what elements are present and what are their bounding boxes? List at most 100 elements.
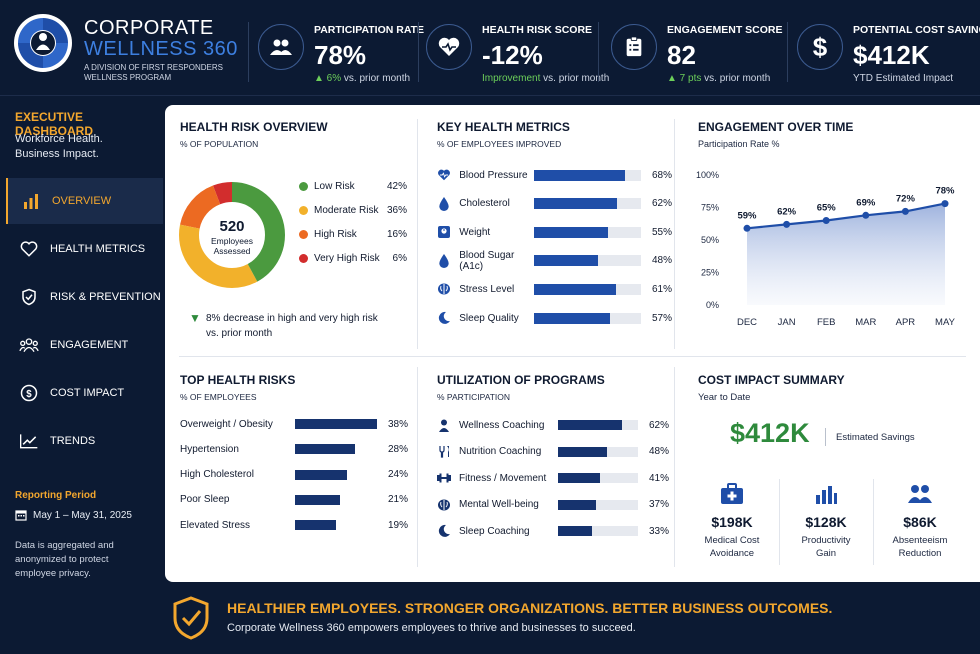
- group-icon: [908, 485, 932, 503]
- health-risk-overview-title: HEALTH RISK OVERVIEW: [180, 120, 328, 134]
- risk-row: High Cholesterol 24%: [180, 468, 408, 482]
- data-point: [862, 211, 870, 219]
- footer-headline: HEALTHIER EMPLOYEES. STRONGER ORGANIZATI…: [227, 600, 833, 616]
- divider: [779, 479, 780, 565]
- program-bar: [558, 420, 622, 430]
- cost-value: $198K: [711, 514, 753, 530]
- metric-bar: [534, 312, 611, 324]
- program-label: Mental Well-being: [459, 499, 539, 510]
- data-point: [743, 224, 751, 232]
- sidebar-item-risk-prevention[interactable]: RISK & PREVENTION: [6, 274, 163, 320]
- cost-label-line: Reduction: [898, 548, 942, 559]
- sidebar-tagline: Workforce Health. Business Impact.: [15, 132, 103, 162]
- sidebar-item-engagement[interactable]: ENGAGEMENT: [6, 322, 163, 368]
- metric-value: 62%: [652, 198, 673, 210]
- risk-value: 21%: [387, 494, 408, 506]
- legend-swatch: [299, 182, 308, 191]
- metric-bar-track: [534, 169, 641, 181]
- metric-bar-track: [534, 312, 641, 324]
- data-label: 72%: [896, 193, 916, 204]
- risk-donut-chart: 520 Employees Assessed: [179, 182, 285, 288]
- risk-bar-track: [295, 419, 377, 429]
- risk-bar: [295, 469, 347, 480]
- metric-label: Sleep Quality: [459, 312, 519, 324]
- risk-bar: [295, 444, 356, 455]
- kpi-delta-value: ▲ 7 pts: [667, 73, 702, 84]
- legend-item: Very High Risk 6%: [299, 253, 407, 264]
- program-value: 33%: [649, 525, 670, 537]
- risk-decrease-note: ▼ 8% decrease in high and very high risk…: [189, 311, 378, 341]
- metric-label: Stress Level: [459, 283, 515, 295]
- kpi-value: 82: [667, 40, 696, 70]
- program-label: Wellness Coaching: [459, 419, 545, 431]
- divider: [598, 22, 599, 82]
- bar-chart-icon: [20, 190, 42, 212]
- kpi-title: HEALTH RISK SCORE: [482, 24, 593, 36]
- risk-value: 38%: [387, 418, 408, 430]
- kpi-value: -12%: [482, 40, 543, 70]
- divider: [418, 22, 419, 82]
- divider: [417, 119, 418, 349]
- cost-label-line: Absenteeism: [892, 535, 948, 546]
- total-savings-value: $412K: [730, 418, 810, 448]
- kpi-delta: YTD Estimated Impact: [853, 73, 953, 84]
- cost-summary-subtitle: Year to Date: [698, 392, 751, 403]
- risk-bar: [295, 520, 336, 531]
- data-label: 62%: [777, 206, 797, 217]
- person-icon: [437, 418, 451, 432]
- divider: [248, 22, 249, 82]
- sidebar-item-label: TRENDS: [50, 435, 96, 447]
- program-bar: [558, 446, 608, 457]
- cost-label-line: Medical Cost: [704, 535, 760, 546]
- metric-row: Stress Level 61%: [437, 281, 672, 297]
- program-bar: [558, 526, 592, 536]
- heart-icon: [437, 167, 451, 183]
- risk-label: High Cholesterol: [180, 469, 254, 481]
- sidebar-item-health-metrics[interactable]: HEALTH METRICS: [6, 226, 163, 272]
- kpi-delta: Improvement vs. prior month: [482, 73, 609, 84]
- sidebar-item-cost-impact[interactable]: $ COST IMPACT: [6, 370, 163, 416]
- cost-summary-title: COST IMPACT SUMMARY: [698, 373, 845, 387]
- dollar-circle-icon: $: [18, 382, 40, 404]
- donut-center-label: Assessed: [214, 246, 251, 256]
- footer-subline: Corporate Wellness 360 empowers employee…: [227, 622, 636, 634]
- engagement-line-chart: 0% 25% 50% 75% 100% 59% DEC 62% JAN 65% FEB 69% MAR 7…: [696, 170, 956, 328]
- moon-icon: [437, 524, 451, 538]
- sidebar: EXECUTIVE DASHBOARD Workforce Health. Bu…: [0, 96, 163, 586]
- donut-slice: [179, 182, 285, 288]
- note-line1: 8% decrease in high and very high risk: [206, 313, 378, 324]
- brand-subtitle: A DIVISION OF FIRST RESPONDERS WELLNESS …: [84, 63, 223, 82]
- metric-label: Blood Pressure: [459, 169, 528, 181]
- main-panel: HEALTH RISK OVERVIEW % OF POPULATION 520…: [165, 105, 980, 582]
- brain-icon: [437, 281, 451, 297]
- risk-label: Poor Sleep: [180, 494, 230, 506]
- metric-label: Weight: [459, 226, 491, 238]
- risk-bar-track: [295, 494, 377, 505]
- y-tick-label: 75%: [701, 203, 719, 213]
- sidebar-item-overview[interactable]: OVERVIEW: [6, 178, 163, 224]
- shield-check-icon: [173, 596, 209, 640]
- cost-label: Medical Cost Avoidance: [687, 534, 777, 560]
- donut-slice: [179, 182, 285, 288]
- sidebar-item-label: OVERVIEW: [52, 195, 112, 207]
- key-metrics-title: KEY HEALTH METRICS: [437, 120, 570, 134]
- sidebar-item-trends[interactable]: TRENDS: [6, 418, 163, 464]
- data-point: [901, 207, 909, 215]
- kpi-title: PARTICIPATION RATE: [314, 24, 425, 36]
- area-fill: [747, 203, 945, 305]
- kpi-title: ENGAGEMENT SCORE: [667, 24, 783, 36]
- risk-row: Poor Sleep 21%: [180, 493, 408, 507]
- program-bar-track: [558, 473, 638, 483]
- data-label: 65%: [817, 203, 837, 214]
- program-row: Fitness / Movement 41%: [437, 471, 669, 485]
- data-label: 59%: [737, 210, 757, 221]
- metric-row: Sleep Quality 57%: [437, 310, 672, 326]
- x-tick-label: MAR: [855, 317, 876, 328]
- dollar-icon: $: [797, 24, 843, 70]
- engagement-title: ENGAGEMENT OVER TIME: [698, 120, 854, 134]
- metric-bar: [534, 283, 616, 295]
- cost-item-absenteeism: $86K Absenteeism Reduction: [875, 483, 965, 560]
- program-label: Fitness / Movement: [459, 472, 547, 484]
- medical-kit-icon: [721, 483, 743, 504]
- risk-bar-track: [295, 469, 377, 480]
